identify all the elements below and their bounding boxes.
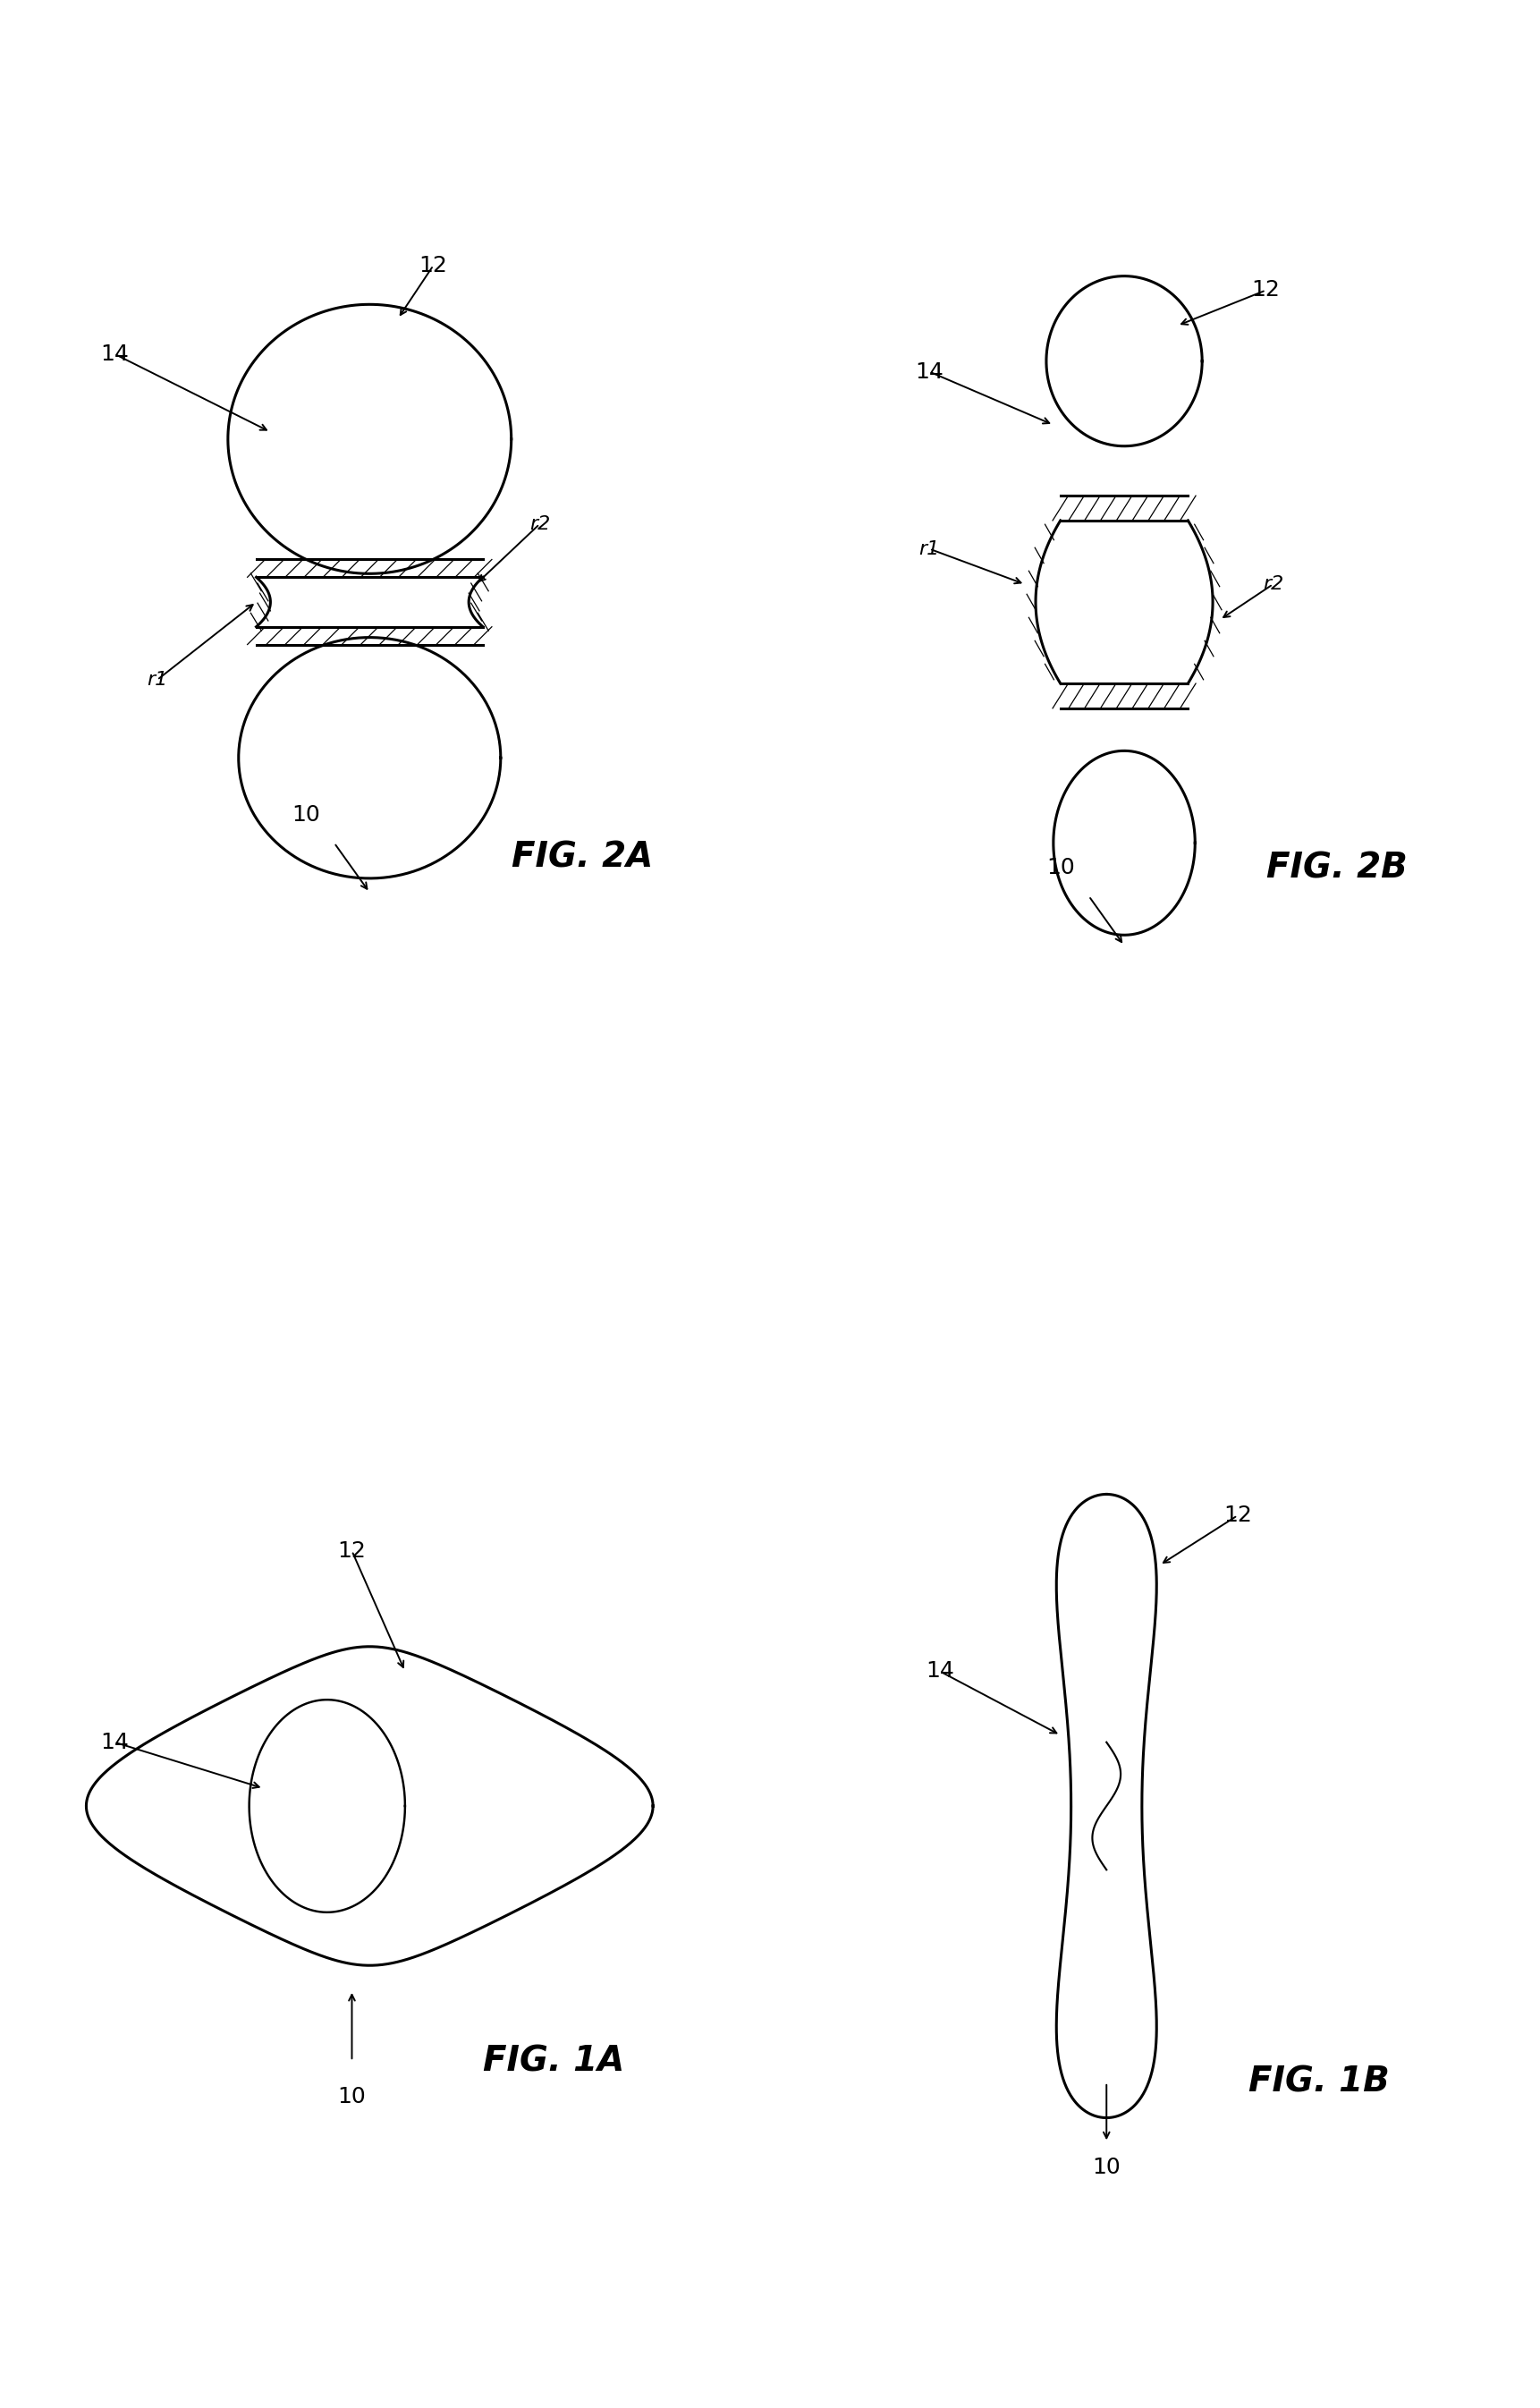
Text: 14: 14 — [100, 1731, 129, 1753]
Text: 14: 14 — [915, 361, 944, 383]
Text: 12: 12 — [419, 255, 448, 277]
Text: 12: 12 — [1252, 279, 1280, 301]
Text: FIG. 2B: FIG. 2B — [1266, 850, 1408, 884]
Text: 12: 12 — [1223, 1505, 1252, 1527]
Text: 10: 10 — [1092, 2158, 1121, 2179]
Text: 14: 14 — [926, 1662, 955, 1683]
Text: FIG. 1B: FIG. 1B — [1249, 2066, 1389, 2100]
Text: 12: 12 — [337, 1541, 367, 1563]
Text: 10: 10 — [1046, 857, 1075, 879]
Text: 10: 10 — [337, 2085, 367, 2107]
Text: r2: r2 — [1263, 576, 1283, 592]
Text: 10: 10 — [291, 804, 320, 826]
Text: r2: r2 — [530, 515, 550, 532]
Text: r1: r1 — [919, 539, 939, 559]
Text: FIG. 1A: FIG. 1A — [484, 2044, 625, 2078]
Text: 14: 14 — [100, 344, 129, 364]
Text: FIG. 2A: FIG. 2A — [511, 840, 653, 874]
Text: r1: r1 — [146, 672, 168, 689]
